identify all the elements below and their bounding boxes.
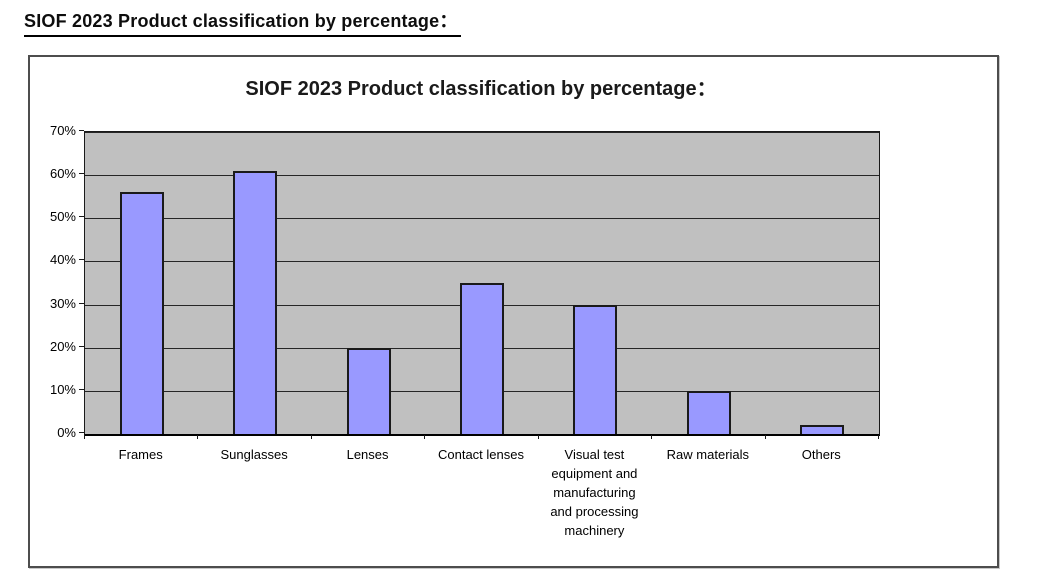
x-axis-label: Others [765,445,878,464]
x-axis-label: Contact lenses [424,445,537,464]
x-axis-label: Frames [84,445,197,464]
x-axis-label-text: Visual test equipment and manufacturing … [550,447,639,538]
x-axis-label-text: Contact lenses [437,447,524,462]
gridline-50 [85,218,879,220]
y-axis-tick [79,388,84,390]
x-axis-tick [537,435,539,439]
x-axis-label: Sunglasses [197,445,310,464]
y-axis-label: 0% [57,425,76,440]
bar-contact-lenses [460,283,504,434]
bar-sunglasses [233,170,278,434]
x-axis-tick [764,435,766,439]
y-axis-label: 10% [49,381,76,397]
x-axis-tick [197,435,199,439]
y-axis-label: 70% [49,123,76,138]
y-axis-tick [79,432,84,433]
x-axis-label-text: Raw materials [666,447,750,462]
x-axis-tick [878,435,879,439]
y-axis-tick [79,259,84,261]
plot-area [84,131,880,436]
gridline-60 [85,175,879,177]
gridline-70 [85,132,879,133]
bar-visual-test [573,304,618,434]
bar-frames [119,192,164,434]
y-axis-tick [79,302,84,304]
x-axis-label: Visual test equipment and manufacturing … [538,445,651,540]
y-axis-tick [79,130,84,131]
chart-frame: SIOF 2023 Product classification by perc… [28,55,999,568]
page-heading: SIOF 2023 Product classification by perc… [24,7,461,37]
chart-title: SIOF 2023 Product classification by perc… [245,78,717,100]
y-axis-label: 50% [49,209,76,225]
y-axis-tick [79,345,84,347]
x-axis-label-text: Others [801,447,841,462]
y-axis-tick [79,173,84,175]
x-axis-label-text: Frames [118,447,163,462]
gridline-40 [85,261,879,263]
bar-others [800,425,845,434]
y-axis-label: 40% [49,252,76,268]
y-axis-label: 30% [49,295,76,311]
x-axis-label-text: Sunglasses [220,447,288,462]
page-heading-text: SIOF 2023 Product classification by perc… [24,7,461,37]
y-axis-label: 20% [49,338,76,354]
x-axis-label-text: Lenses [346,447,389,462]
x-axis-tick [84,435,85,439]
bar-lenses [346,347,391,434]
bar-raw-materials [686,390,731,434]
y-axis-label: 60% [49,166,76,182]
x-axis-label: Lenses [311,445,424,464]
y-axis-tick [79,216,84,218]
x-axis-tick [651,435,653,439]
x-axis-tick [424,435,426,439]
x-axis-tick [310,435,312,439]
x-axis-label: Raw materials [651,445,764,464]
